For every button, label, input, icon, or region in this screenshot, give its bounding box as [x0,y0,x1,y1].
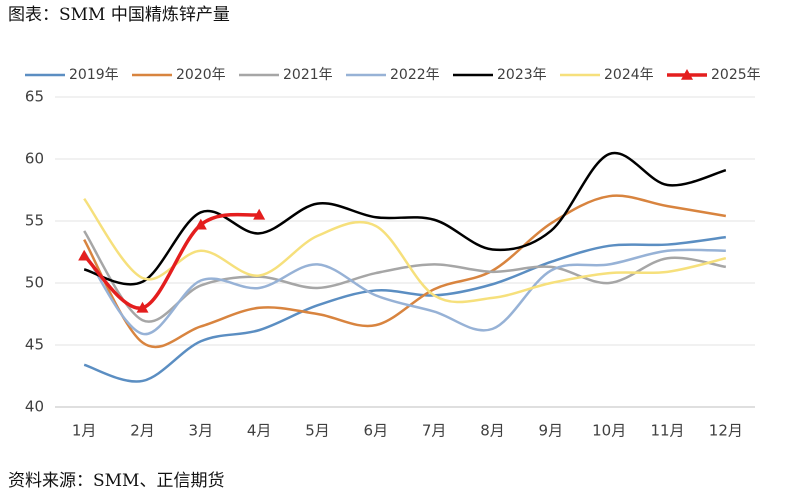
y-tick-label: 50 [25,274,44,292]
x-tick-label: 12月 [709,422,743,440]
y-tick-label: 45 [25,336,44,354]
x-tick-label: 3月 [189,422,214,440]
legend-label: 2023年 [497,67,547,83]
y-tick-label: 55 [25,212,44,230]
series-line [82,212,260,310]
legend-label: 2024年 [604,67,654,83]
marker [136,301,149,313]
series-line [83,194,727,349]
legend-marker [681,69,693,80]
x-tick-label: 8月 [480,422,505,440]
x-tick-label: 4月 [247,422,272,440]
x-tick-label: 5月 [305,422,330,440]
x-tick-label: 6月 [364,422,389,440]
series-line [83,151,727,286]
legend-label: 2021年 [283,67,333,83]
y-tick-label: 40 [25,398,44,416]
x-tick-label: 1月 [72,422,97,440]
marker [78,249,91,261]
series-line [83,197,727,304]
marker [253,208,266,220]
series-line [83,235,726,383]
y-tick-label: 60 [25,150,44,168]
x-tick-label: 9月 [539,422,564,440]
legend-label: 2020年 [176,67,226,83]
legend-label: 2022年 [390,67,440,83]
x-tick-label: 11月 [650,422,684,440]
legend-label: 2019年 [69,67,119,83]
legend-label: 2025年 [711,67,761,83]
x-tick-label: 10月 [592,422,626,440]
series-line [83,248,726,336]
marker [194,218,207,230]
x-tick-label: 2月 [130,422,155,440]
x-tick-label: 7月 [422,422,447,440]
y-tick-label: 65 [25,88,44,106]
source: 资料来源：SMM、正信期货 [8,471,224,491]
chart-title: 图表：SMM 中国精炼锌产量 [8,5,230,25]
